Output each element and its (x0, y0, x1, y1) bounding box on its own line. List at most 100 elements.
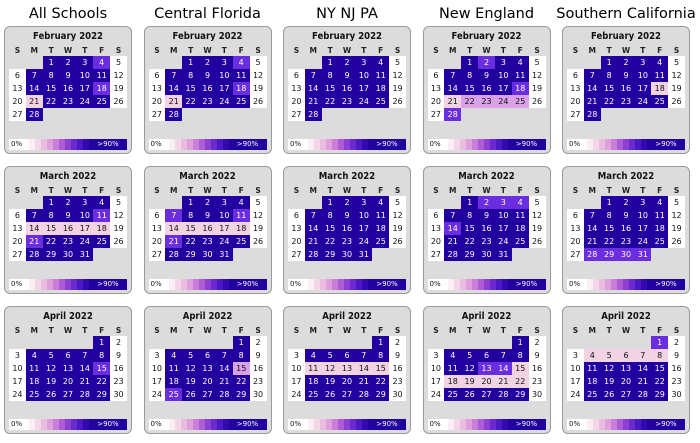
weekday-label: S (572, 186, 579, 195)
day-cell: 31 (76, 248, 94, 261)
legend-swatch (314, 279, 320, 290)
day-cell: 27 (288, 248, 305, 261)
weekday-label: W (482, 326, 491, 335)
weekday-label: T (48, 186, 54, 195)
day-cell: 10 (634, 69, 652, 82)
legend-gradient (168, 139, 229, 150)
day-cell: 8 (182, 209, 200, 222)
empty-cell (567, 336, 584, 349)
day-cell: 16 (617, 82, 635, 95)
day-cell: 26 (249, 95, 267, 108)
day-cell: 21 (165, 235, 183, 248)
empty-cell (567, 261, 584, 274)
day-cell: 26 (528, 95, 546, 108)
empty-cell (60, 108, 77, 121)
empty-cell (43, 108, 60, 121)
legend-swatch (174, 279, 181, 290)
empty-cell (372, 248, 389, 261)
legend-low-label: 0% (9, 279, 29, 290)
legend-swatch (186, 419, 193, 430)
legend-swatch (605, 279, 611, 290)
day-cell: 16 (478, 222, 495, 235)
day-cell: 4 (25, 349, 43, 362)
empty-cell (250, 248, 267, 261)
day-cell: 6 (148, 69, 166, 82)
legend-gradient (168, 419, 229, 430)
day-cell: 30 (110, 388, 127, 401)
weekday-label: T (640, 326, 646, 335)
day-cell: 12 (321, 362, 339, 375)
empty-cell (478, 121, 495, 134)
empty-cell (567, 196, 584, 209)
day-cell: 27 (288, 108, 305, 121)
weekday-label: T (640, 186, 646, 195)
day-cell: 24 (9, 388, 26, 401)
empty-cell (182, 121, 199, 134)
empty-cell (199, 336, 216, 349)
day-cell: 28 (634, 388, 652, 401)
day-cell: 6 (478, 349, 495, 362)
legend-swatch (495, 139, 502, 150)
day-cell: 30 (338, 248, 356, 261)
day-cell: 16 (338, 222, 356, 235)
empty-cell (478, 261, 495, 274)
empty-cell (389, 121, 406, 134)
empty-cell (43, 336, 60, 349)
day-cell: 16 (59, 222, 77, 235)
day-cell: 18 (583, 375, 601, 388)
day-cell: 1 (372, 336, 390, 349)
legend-swatch (222, 139, 229, 150)
legend-swatch (623, 139, 629, 150)
legend-swatch (35, 139, 41, 150)
legend-swatch (617, 279, 623, 290)
weekday-label: T (221, 46, 227, 55)
day-cell: 24 (355, 235, 373, 248)
empty-cell (110, 248, 127, 261)
empty-cell (355, 108, 372, 121)
day-cell: 3 (9, 349, 26, 362)
empty-cell (149, 121, 166, 134)
weekday-label: T (467, 326, 473, 335)
day-cell: 30 (617, 248, 635, 261)
legend-swatch (308, 139, 314, 150)
color-legend: 0% >90% (288, 139, 406, 150)
day-cell: 4 (93, 196, 111, 209)
empty-cell (60, 121, 77, 134)
day-cell: 11 (511, 69, 529, 82)
legend-swatch (477, 279, 484, 290)
legend-swatch (338, 139, 344, 150)
day-cell: 7 (304, 209, 322, 222)
day-cell: 10 (634, 209, 652, 222)
empty-cell (93, 108, 110, 121)
empty-cell (165, 56, 182, 69)
empty-cell (372, 401, 389, 414)
day-cell: 19 (110, 222, 127, 235)
day-cell: 21 (215, 375, 233, 388)
day-cell: 20 (338, 375, 356, 388)
day-cell: 9 (59, 69, 77, 82)
day-cell: 26 (182, 388, 200, 401)
day-cell: 11 (93, 69, 111, 82)
weekday-label: W (63, 186, 73, 195)
legend-high-label: >90% (89, 279, 127, 290)
day-cell: 2 (617, 56, 635, 69)
legend-swatch (77, 139, 83, 150)
day-cell: 25 (232, 95, 250, 108)
weekday-label: S (433, 186, 439, 195)
day-cell: 15 (232, 362, 250, 375)
day-cell: 5 (528, 56, 546, 69)
empty-cell (43, 401, 60, 414)
day-cell: 9 (199, 209, 216, 222)
day-cell: 7 (165, 209, 183, 222)
day-cell: 9 (528, 349, 546, 362)
empty-cell (478, 108, 495, 121)
legend-gradient (447, 279, 508, 290)
empty-cell (288, 121, 305, 134)
day-cell: 15 (651, 362, 669, 375)
day-cell: 13 (9, 222, 26, 235)
day-cell: 11 (651, 209, 669, 222)
empty-cell (495, 336, 512, 349)
day-cell: 3 (215, 196, 233, 209)
empty-cell (651, 108, 668, 121)
